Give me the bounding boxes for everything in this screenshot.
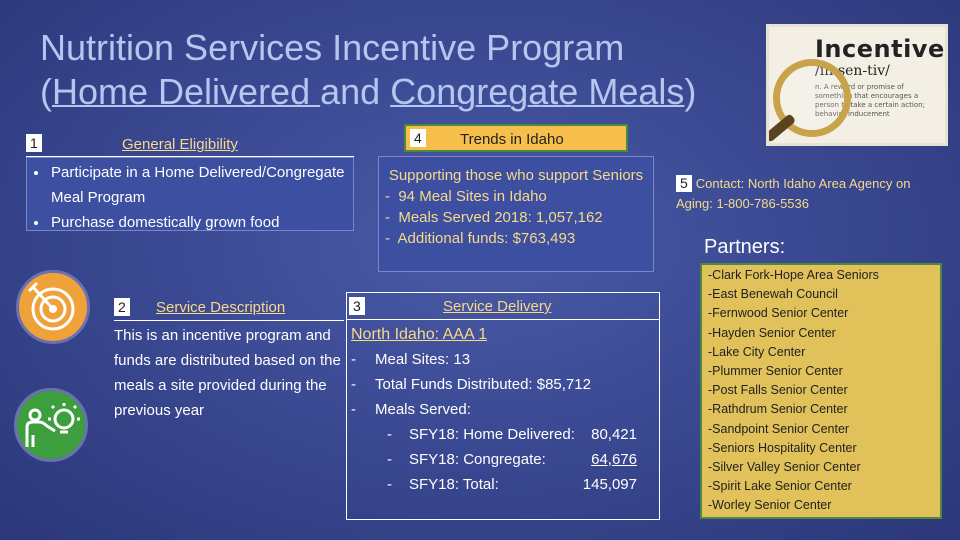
meals-row: - SFY18: Congregate: 64,676 (347, 447, 659, 472)
presenter-lightbulb-icon (14, 388, 88, 462)
list-item: -Seniors Hospitality Center (708, 440, 857, 455)
delivery-item-text: Total Funds Distributed: $85,712 (375, 376, 591, 393)
list-item: -Fernwood Senior Center (708, 306, 849, 321)
logo-word: Incentive (815, 35, 945, 63)
list-item: -Silver Valley Senior Center (708, 460, 861, 475)
meals-label: SFY18: Home Delivered: (409, 426, 575, 443)
list-item: - 94 Meal Sites in Idaho (385, 188, 547, 205)
target-arrow-icon (16, 270, 90, 344)
service-description-text: This is an incentive program and funds a… (114, 327, 341, 419)
general-eligibility-label: General Eligibility (122, 136, 238, 153)
meals-value: 80,421 (591, 426, 637, 443)
service-delivery-label: Service Delivery (443, 298, 552, 315)
partners-list: -Clark Fork-Hope Area Seniors -East Bene… (700, 263, 942, 519)
meals-label: SFY18: Congregate: (409, 451, 546, 468)
eligibility-list: Participate in a Home Delivered/Congrega… (27, 160, 353, 235)
meals-row: - SFY18: Home Delivered: 80,421 (347, 422, 659, 447)
service-delivery-header: 3 Service Delivery (346, 292, 660, 320)
list-item: -Sandpoint Senior Center (708, 421, 850, 436)
trends-label: Trends in Idaho (460, 131, 564, 148)
trend-item-text: 94 Meal Sites in Idaho (398, 188, 547, 205)
title-line-2: (Home Delivered and Congregate Meals) (40, 70, 780, 114)
list-item: Participate in a Home Delivered/Congrega… (49, 160, 353, 210)
general-eligibility-header: 1 General Eligibility (26, 128, 354, 157)
meals-value: 64,676 (591, 451, 637, 468)
presenter-lightbulb-icon-svg (25, 403, 80, 447)
logo-definition: n. A reward or promise of something that… (815, 83, 925, 118)
section-number-5: 5 (676, 175, 692, 192)
meals-value: 145,097 (582, 476, 637, 493)
service-delivery-box: North Idaho: AAA 1 - Meal Sites: 13 - Tota… (346, 320, 660, 520)
delivery-item-text: Meal Sites: 13 (375, 351, 471, 368)
title-open-paren: ( (40, 71, 52, 112)
section-number-2: 2 (114, 298, 130, 316)
list-item: -Post Falls Senior Center (708, 383, 848, 398)
list-item: -Hayden Senior Center (708, 325, 836, 340)
trend-item-text: Meals Served 2018: 1,057,162 (398, 209, 603, 226)
target-arrow-icon-svg (27, 281, 75, 331)
title-close-paren: ) (684, 71, 697, 112)
service-delivery-subtitle: North Idaho: AAA 1 (351, 326, 488, 343)
list-item: -Spirit Lake Senior Center (708, 479, 852, 494)
service-description-header: 2 Service Description (114, 293, 344, 321)
list-item: - Meal Sites: 13 (347, 347, 659, 372)
title-line-1: Nutrition Services Incentive Program (40, 27, 625, 68)
list-item: -Lake City Center (708, 344, 806, 359)
title-and: and (320, 71, 391, 112)
list-item: -Clark Fork-Hope Area Seniors (708, 268, 879, 282)
trend-item-text: Additional funds: $763,493 (397, 230, 576, 247)
contact-text: Contact: North Idaho Area Agency on Agin… (676, 176, 911, 211)
trends-header: 4 Trends in Idaho (404, 124, 628, 152)
section-number-1: 1 (26, 134, 42, 152)
list-item: -Plummer Senior Center (708, 364, 843, 379)
contact-info: 5 Contact: North Idaho Area Agency on Agi… (676, 174, 946, 214)
meals-row: - SFY18: Total: 145,097 (347, 472, 659, 497)
incentive-logo: Incentive /in-sen-tiv/ n. A reward or pr… (766, 24, 948, 146)
service-description-label: Service Description (156, 299, 286, 316)
list-item: - Additional funds: $763,493 (385, 230, 576, 247)
partners-title: Partners: (704, 236, 786, 258)
title-congregate: Congregate Meals (390, 71, 685, 112)
meals-label: SFY18: Total: (409, 476, 499, 493)
list-item: -East Benewah Council (708, 287, 838, 302)
list-item: -Rathdrum Senior Center (708, 402, 848, 417)
section-number-3: 3 (349, 297, 365, 315)
list-item: -Worley Senior Center (708, 498, 832, 513)
list-item: - Total Funds Distributed: $85,712 (347, 372, 659, 397)
list-item: Purchase domestically grown food (49, 210, 353, 235)
list-item: - Meals Served: (347, 397, 659, 422)
general-eligibility-box: Participate in a Home Delivered/Congrega… (26, 157, 354, 231)
section-number-4: 4 (410, 129, 426, 147)
title-home-delivered: Home Delivered (52, 71, 321, 112)
delivery-item-text: Meals Served: (375, 401, 471, 418)
trends-lead: Supporting those who support Seniors (388, 167, 644, 184)
page-title: Nutrition Services Incentive Program (Ho… (40, 26, 780, 114)
trends-list: - 94 Meal Sites in Idaho - Meals Served … (379, 186, 653, 249)
trends-box: Supporting those who support Seniors - 9… (378, 156, 654, 272)
list-item: - Meals Served 2018: 1,057,162 (385, 209, 603, 226)
